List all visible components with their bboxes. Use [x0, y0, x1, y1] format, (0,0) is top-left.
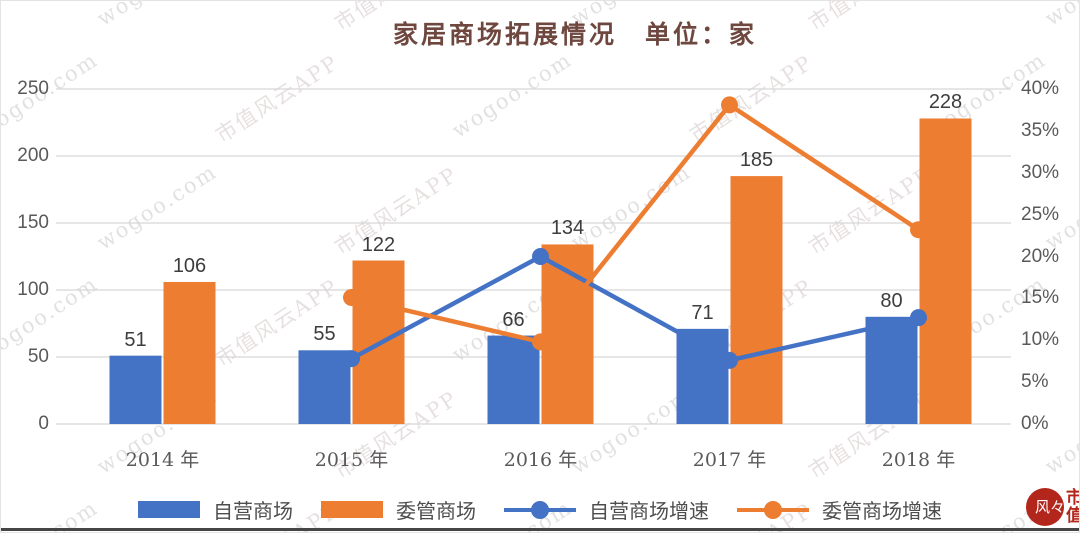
secondary-y-axis-tick: 15% [1021, 287, 1060, 309]
blue-line-marker-icon [504, 500, 576, 519]
legend-label: 委管商场 [396, 499, 476, 523]
secondary-y-axis-tick: 40% [1021, 78, 1060, 99]
blue-bar-swatch-icon [138, 501, 200, 518]
x-axis-tick: 2014 年 [125, 449, 200, 471]
line-point-委管商场增速[interactable] [721, 96, 738, 114]
bar-value-label: 66 [502, 308, 525, 331]
bar-委管商场[interactable] [163, 281, 216, 424]
bar-委管商场[interactable] [919, 118, 972, 424]
y-axis-tick: 200 [17, 145, 49, 166]
secondary-y-axis-tick: 0% [1021, 413, 1049, 434]
bar-value-label: 55 [313, 323, 336, 346]
bar-委管商场[interactable] [730, 176, 783, 424]
secondary-y-axis-tick: 5% [1021, 371, 1049, 393]
legend-label: 自营商场 [213, 499, 293, 523]
legend-item-entrusted-bar[interactable]: 委管商场 [321, 495, 476, 524]
legend-label: 委管商场增速 [822, 499, 942, 523]
y-axis-tick: 100 [17, 279, 49, 300]
y-axis-tick: 0 [38, 413, 49, 434]
legend-label: 自营商场增速 [589, 499, 709, 523]
bar-value-label: 122 [361, 233, 396, 256]
legend: 自营商场 委管商场 自营商场增速 委管商场增速 [1, 495, 1079, 524]
logo-seal-icon: 风々 [1026, 488, 1064, 526]
line-point-自营商场增速[interactable] [910, 309, 927, 327]
line-point-委管商场增速[interactable] [532, 333, 549, 351]
line-point-自营商场增速[interactable] [532, 248, 549, 265]
x-axis-tick: 2015 年 [314, 449, 389, 471]
bar-value-label: 80 [880, 289, 903, 312]
x-axis-tick: 2016 年 [503, 449, 578, 471]
line-point-委管商场增速[interactable] [910, 221, 927, 239]
y-axis-tick: 50 [27, 346, 49, 367]
y-axis-tick: 150 [17, 212, 49, 233]
bar-自营商场[interactable] [298, 350, 351, 424]
orange-line-marker-icon [737, 500, 809, 519]
secondary-y-axis-tick: 20% [1021, 245, 1060, 267]
line-point-委管商场增速[interactable] [343, 289, 360, 307]
legend-item-entrusted-growth-line[interactable]: 委管商场增速 [737, 495, 942, 524]
bar-value-label: 51 [124, 328, 147, 351]
bar-value-label: 106 [172, 254, 207, 277]
bar-自营商场[interactable] [487, 335, 540, 424]
bar-value-label: 134 [550, 217, 585, 240]
secondary-y-axis-tick: 10% [1021, 329, 1060, 351]
line-自营商场增速[interactable] [349, 254, 921, 363]
y-axis-tick: 250 [17, 78, 49, 99]
legend-item-self-operated-bar[interactable]: 自营商场 [138, 495, 293, 524]
secondary-y-axis-tick: 25% [1021, 203, 1060, 225]
secondary-y-axis-tick: 35% [1021, 119, 1060, 141]
bar-自营商场[interactable] [109, 355, 162, 424]
bar-value-label: 185 [739, 149, 774, 172]
logo-side-text: 市值 [1066, 489, 1079, 525]
orange-bar-swatch-icon [321, 501, 383, 518]
shizhifengyun-logo: 风々 市值 [1026, 488, 1079, 526]
chart-title: 家居商场拓展情况 单位：家 [392, 20, 757, 49]
x-axis-tick: 2017 年 [692, 449, 767, 471]
secondary-y-axis-tick: 30% [1021, 161, 1060, 183]
line-委管商场增速[interactable] [349, 102, 921, 345]
bar-委管商场[interactable] [541, 244, 594, 424]
x-axis-tick: 2018 年 [881, 449, 956, 471]
line-point-自营商场增速[interactable] [343, 350, 360, 368]
bar-value-label: 71 [691, 301, 714, 324]
bar-自营商场[interactable] [865, 316, 918, 424]
legend-item-self-operated-growth-line[interactable]: 自营商场增速 [504, 495, 709, 524]
bottom-divider [1, 528, 1079, 531]
line-point-自营商场增速[interactable] [721, 351, 738, 369]
bar-value-label: 228 [928, 91, 963, 114]
